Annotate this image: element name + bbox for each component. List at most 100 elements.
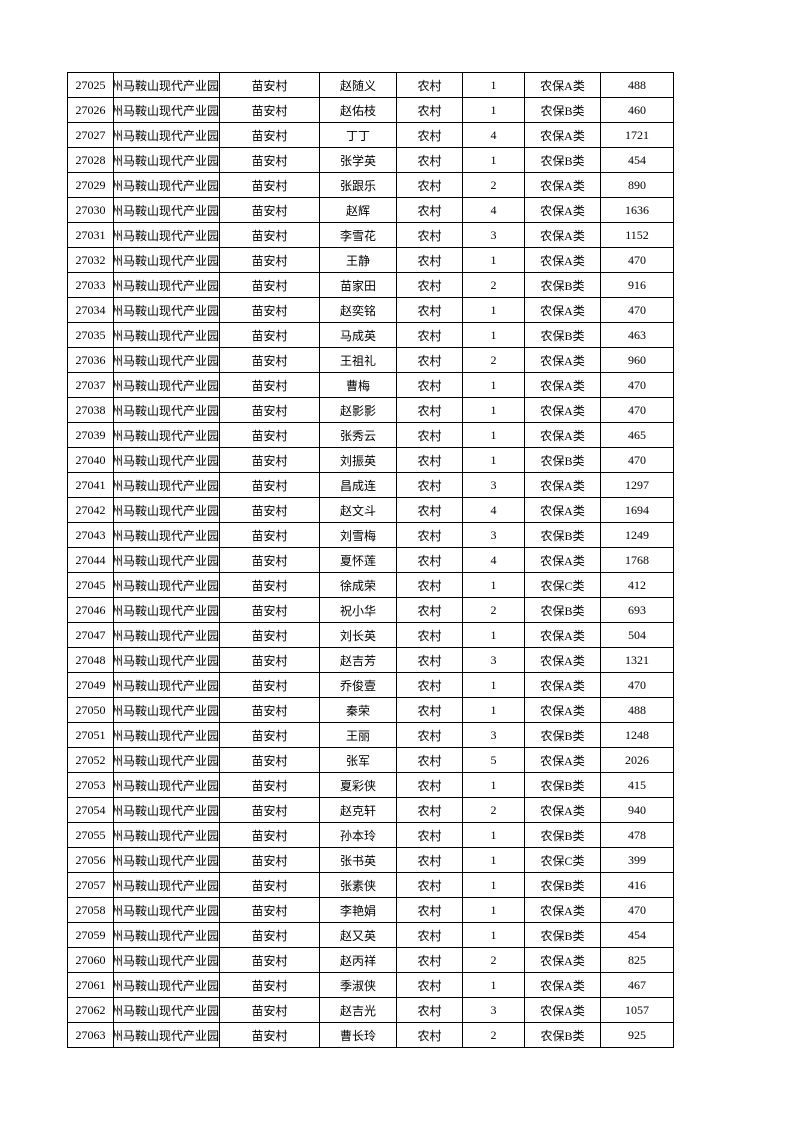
amount: 916 xyxy=(600,272,675,298)
member-count: 4 xyxy=(462,197,526,223)
member-count: 1 xyxy=(462,422,526,448)
district: 州马鞍山现代产业园 xyxy=(112,547,221,573)
record-id: 27035 xyxy=(67,322,114,348)
district: 州马鞍山现代产业园 xyxy=(112,947,221,973)
household-type: 农村 xyxy=(396,672,464,698)
household-type: 农村 xyxy=(396,1022,464,1048)
household-type: 农村 xyxy=(396,172,464,198)
member-count: 1 xyxy=(462,572,526,598)
village: 苗安村 xyxy=(219,322,321,348)
household-type: 农村 xyxy=(396,522,464,548)
district: 州马鞍山现代产业园 xyxy=(112,172,221,198)
insurance-class: 农保A类 xyxy=(524,72,602,98)
household-type: 农村 xyxy=(396,147,464,173)
village: 苗安村 xyxy=(219,922,321,948)
record-id: 27053 xyxy=(67,772,114,798)
table-row: 27063 州马鞍山现代产业园 苗安村 曹长玲 农村 2 农保B类 925 xyxy=(67,1022,675,1048)
record-id: 27039 xyxy=(67,422,114,448)
household-type: 农村 xyxy=(396,747,464,773)
district: 州马鞍山现代产业园 xyxy=(112,1022,221,1048)
village: 苗安村 xyxy=(219,647,321,673)
insurance-class: 农保A类 xyxy=(524,497,602,523)
district: 州马鞍山现代产业园 xyxy=(112,347,221,373)
member-count: 3 xyxy=(462,522,526,548)
district: 州马鞍山现代产业园 xyxy=(112,597,221,623)
table-row: 27030 州马鞍山现代产业园 苗安村 赵辉 农村 4 农保A类 1636 xyxy=(67,197,675,223)
person-name: 马成英 xyxy=(319,322,398,348)
village: 苗安村 xyxy=(219,722,321,748)
record-id: 27032 xyxy=(67,247,114,273)
table-row: 27027 州马鞍山现代产业园 苗安村 丁丁 农村 4 农保A类 1721 xyxy=(67,122,675,148)
record-id: 27025 xyxy=(67,72,114,98)
district: 州马鞍山现代产业园 xyxy=(112,572,221,598)
village: 苗安村 xyxy=(219,697,321,723)
amount: 1248 xyxy=(600,722,675,748)
member-count: 1 xyxy=(462,697,526,723)
household-type: 农村 xyxy=(396,697,464,723)
person-name: 刘长英 xyxy=(319,622,398,648)
table-row: 27048 州马鞍山现代产业园 苗安村 赵吉芳 农村 3 农保A类 1321 xyxy=(67,647,675,673)
household-type: 农村 xyxy=(396,622,464,648)
table-row: 27041 州马鞍山现代产业园 苗安村 昌成连 农村 3 农保A类 1297 xyxy=(67,472,675,498)
amount: 470 xyxy=(600,397,675,423)
table-row: 27052 州马鞍山现代产业园 苗安村 张军 农村 5 农保A类 2026 xyxy=(67,747,675,773)
household-type: 农村 xyxy=(396,447,464,473)
amount: 1249 xyxy=(600,522,675,548)
insurance-class: 农保A类 xyxy=(524,797,602,823)
member-count: 1 xyxy=(462,397,526,423)
household-type: 农村 xyxy=(396,922,464,948)
record-id: 27040 xyxy=(67,447,114,473)
village: 苗安村 xyxy=(219,897,321,923)
insurance-class: 农保B类 xyxy=(524,322,602,348)
amount: 1321 xyxy=(600,647,675,673)
table-row: 27035 州马鞍山现代产业园 苗安村 马成英 农村 1 农保B类 463 xyxy=(67,322,675,348)
record-id: 27033 xyxy=(67,272,114,298)
person-name: 祝小华 xyxy=(319,597,398,623)
village: 苗安村 xyxy=(219,1022,321,1048)
village: 苗安村 xyxy=(219,397,321,423)
insurance-class: 农保B类 xyxy=(524,272,602,298)
amount: 488 xyxy=(600,697,675,723)
table-row: 27037 州马鞍山现代产业园 苗安村 曹梅 农村 1 农保A类 470 xyxy=(67,372,675,398)
member-count: 3 xyxy=(462,222,526,248)
village: 苗安村 xyxy=(219,872,321,898)
insurance-class: 农保A类 xyxy=(524,547,602,573)
district: 州马鞍山现代产业园 xyxy=(112,247,221,273)
insurance-class: 农保B类 xyxy=(524,147,602,173)
insurance-class: 农保B类 xyxy=(524,97,602,123)
district: 州马鞍山现代产业园 xyxy=(112,422,221,448)
district: 州马鞍山现代产业园 xyxy=(112,222,221,248)
record-id: 27030 xyxy=(67,197,114,223)
insurance-class: 农保A类 xyxy=(524,897,602,923)
member-count: 1 xyxy=(462,972,526,998)
person-name: 赵丙祥 xyxy=(319,947,398,973)
record-id: 27054 xyxy=(67,797,114,823)
village: 苗安村 xyxy=(219,622,321,648)
village: 苗安村 xyxy=(219,272,321,298)
person-name: 赵佑枝 xyxy=(319,97,398,123)
record-id: 27060 xyxy=(67,947,114,973)
amount: 412 xyxy=(600,572,675,598)
table-row: 27062 州马鞍山现代产业园 苗安村 赵吉光 农村 3 农保A类 1057 xyxy=(67,997,675,1023)
village: 苗安村 xyxy=(219,222,321,248)
amount: 1768 xyxy=(600,547,675,573)
person-name: 秦荣 xyxy=(319,697,398,723)
person-name: 张秀云 xyxy=(319,422,398,448)
table-row: 27038 州马鞍山现代产业园 苗安村 赵影影 农村 1 农保A类 470 xyxy=(67,397,675,423)
insurance-class: 农保A类 xyxy=(524,672,602,698)
person-name: 曹梅 xyxy=(319,372,398,398)
amount: 940 xyxy=(600,797,675,823)
table-row: 27032 州马鞍山现代产业园 苗安村 王静 农村 1 农保A类 470 xyxy=(67,247,675,273)
insurance-class: 农保B类 xyxy=(524,1022,602,1048)
table-row: 27057 州马鞍山现代产业园 苗安村 张素侠 农村 1 农保B类 416 xyxy=(67,872,675,898)
member-count: 4 xyxy=(462,497,526,523)
district: 州马鞍山现代产业园 xyxy=(112,797,221,823)
amount: 399 xyxy=(600,847,675,873)
village: 苗安村 xyxy=(219,297,321,323)
member-count: 1 xyxy=(462,772,526,798)
person-name: 张学英 xyxy=(319,147,398,173)
record-id: 27061 xyxy=(67,972,114,998)
insurance-class: 农保A类 xyxy=(524,222,602,248)
table-row: 27026 州马鞍山现代产业园 苗安村 赵佑枝 农村 1 农保B类 460 xyxy=(67,97,675,123)
village: 苗安村 xyxy=(219,522,321,548)
